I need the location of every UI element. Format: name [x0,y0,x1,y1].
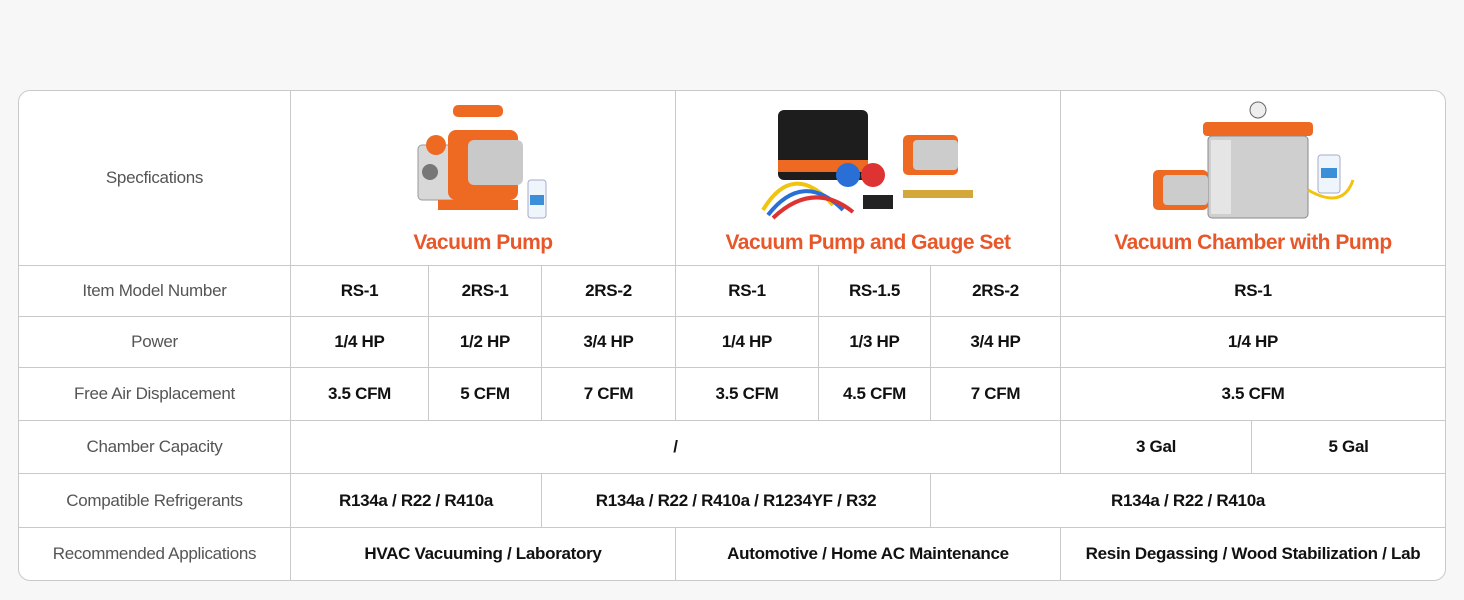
product-vacuum-chamber: Vacuum Chamber with Pump [1061,91,1445,266]
cell: RS-1 [676,266,819,317]
product-title: Vacuum Pump [413,231,553,254]
row-label: Item Model Number [19,266,291,317]
cell: / [291,421,1061,474]
cell: 4.5 CFM [819,368,931,421]
product-pump-gauge-set: Vacuum Pump and Gauge Set [676,91,1061,266]
cell: 3 Gal [1061,421,1252,474]
cell: 3/4 HP [542,317,676,368]
vacuum-pump-image [417,105,547,219]
cell: 2RS-2 [542,266,676,317]
spec-header: Specfications [19,91,291,266]
cell: R134a / R22 / R410a / R1234YF / R32 [542,474,931,528]
cell: 1/4 HP [676,317,819,368]
row-label: Chamber Capacity [19,421,291,474]
cell: 7 CFM [542,368,676,421]
comparison-table: Specfications Vacuum Pump Vacu [18,90,1446,581]
cell: RS-1.5 [819,266,931,317]
product-vacuum-pump: Vacuum Pump [291,91,676,266]
cell: R134a / R22 / R410a [931,474,1445,528]
cell: R134a / R22 / R410a [291,474,542,528]
cell: 1/4 HP [291,317,429,368]
product-title: Vacuum Pump and Gauge Set [725,231,1011,254]
cell: RS-1 [291,266,429,317]
cell: 5 Gal [1252,421,1445,474]
cell: 3/4 HP [931,317,1061,368]
cell: 7 CFM [931,368,1061,421]
pump-gauge-set-image [761,110,973,220]
cell: RS-1 [1061,266,1445,317]
cell: 3.5 CFM [676,368,819,421]
cell: 5 CFM [429,368,542,421]
vacuum-chamber-image [1153,101,1355,219]
cell: Resin Degassing / Wood Stabilization / L… [1085,544,1421,563]
cell: 3.5 CFM [291,368,429,421]
cell: 1/4 HP [1061,317,1445,368]
product-title: Vacuum Chamber with Pump [1114,231,1392,254]
row-label: Power [19,317,291,368]
cell: Automotive / Home AC Maintenance [676,528,1061,580]
row-label: Recommended Applications [19,528,291,580]
cell: HVAC Vacuuming / Laboratory [291,528,676,580]
row-label: Free Air Displacement [19,368,291,421]
cell: 2RS-1 [429,266,542,317]
cell: 2RS-2 [931,266,1061,317]
cell: 1/2 HP [429,317,542,368]
row-label: Compatible Refrigerants [19,474,291,528]
cell: 3.5 CFM [1061,368,1445,421]
cell: 1/3 HP [819,317,931,368]
